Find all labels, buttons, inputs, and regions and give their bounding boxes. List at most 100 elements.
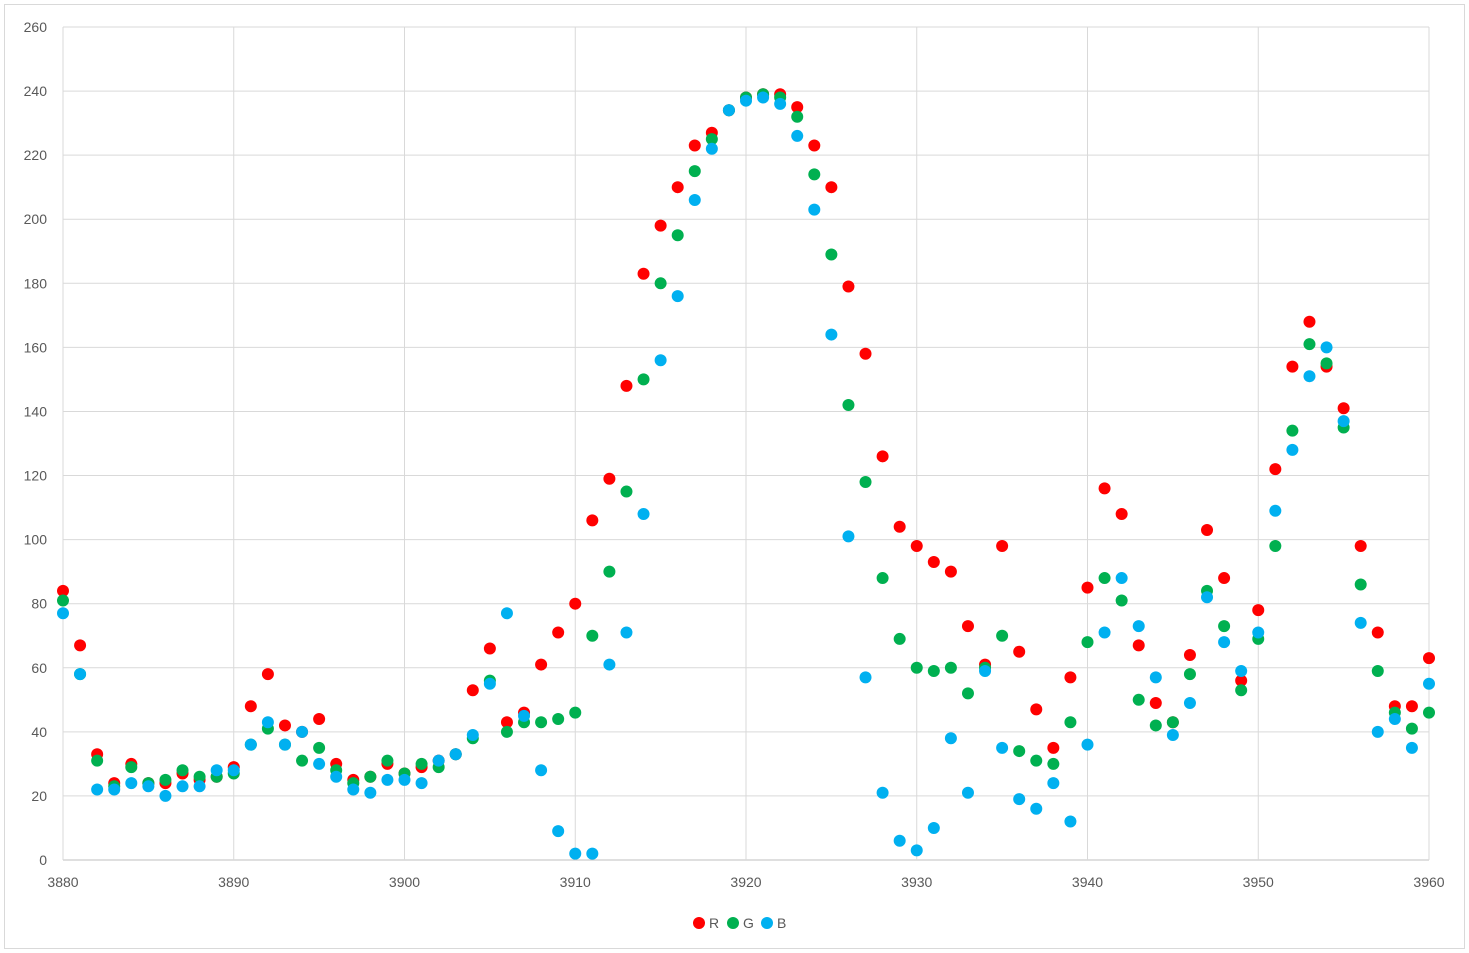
y-tick-label: 0 xyxy=(39,852,47,868)
data-points xyxy=(57,88,1435,860)
data-point-B xyxy=(859,671,872,684)
data-point-R xyxy=(1064,671,1077,684)
data-point-G xyxy=(859,475,872,488)
data-point-B xyxy=(518,709,531,722)
data-point-G xyxy=(1132,693,1145,706)
y-tick-labels: 0 20 40 60 80 100 120 140 160 180 200 220 240 260 xyxy=(24,19,48,868)
data-point-B xyxy=(1423,677,1435,690)
data-point-R xyxy=(552,626,565,639)
data-point-B xyxy=(1320,341,1333,354)
data-point-G xyxy=(381,754,394,767)
data-point-R xyxy=(1149,697,1162,710)
data-point-G xyxy=(1166,716,1179,729)
data-point-B xyxy=(313,757,326,770)
data-point-R xyxy=(927,556,940,569)
data-point-G xyxy=(1013,745,1026,758)
data-point-G xyxy=(57,594,69,607)
data-point-B xyxy=(842,530,855,543)
data-point-B xyxy=(774,97,787,110)
data-point-B xyxy=(483,677,496,690)
data-point-G xyxy=(1423,706,1435,719)
data-point-B xyxy=(603,658,616,671)
data-point-G xyxy=(927,664,940,677)
data-point-G xyxy=(176,764,189,777)
x-tick-label: 3920 xyxy=(730,874,761,890)
data-point-B xyxy=(1354,616,1367,629)
data-point-R xyxy=(483,642,496,655)
y-tick-label: 120 xyxy=(24,468,48,484)
data-point-R xyxy=(278,719,291,732)
data-point-B xyxy=(825,328,838,341)
data-point-B xyxy=(159,789,172,802)
data-point-R xyxy=(1047,741,1060,754)
data-point-G xyxy=(1218,620,1231,633)
data-point-B xyxy=(722,104,735,117)
data-point-B xyxy=(381,773,394,786)
data-point-R xyxy=(74,639,87,652)
y-tick-label: 40 xyxy=(31,724,47,740)
x-tick-label: 3930 xyxy=(901,874,932,890)
data-point-B xyxy=(142,780,155,793)
data-point-B xyxy=(1252,626,1265,639)
data-point-G xyxy=(637,373,650,386)
data-point-R xyxy=(1252,604,1265,617)
data-point-B xyxy=(1337,415,1350,428)
x-tick-label: 3880 xyxy=(47,874,78,890)
data-point-G xyxy=(603,565,616,578)
y-tick-label: 60 xyxy=(31,660,47,676)
y-tick-label: 180 xyxy=(24,275,48,291)
data-point-R xyxy=(688,139,701,152)
data-point-B xyxy=(364,786,377,799)
data-point-B xyxy=(1030,802,1043,815)
data-point-R xyxy=(1337,402,1350,415)
data-point-G xyxy=(842,399,855,412)
data-point-G xyxy=(961,687,974,700)
data-point-B xyxy=(347,783,360,796)
gridlines xyxy=(62,26,1430,861)
data-point-B xyxy=(210,764,223,777)
data-point-B xyxy=(1286,443,1299,456)
data-point-G xyxy=(996,629,1009,642)
data-point-G xyxy=(364,770,377,783)
data-point-B xyxy=(876,786,889,799)
data-point-G xyxy=(893,632,906,645)
y-tick-label: 140 xyxy=(24,403,48,419)
data-point-G xyxy=(1183,668,1196,681)
data-point-G xyxy=(535,716,548,729)
data-point-B xyxy=(757,91,770,104)
data-point-B xyxy=(910,844,923,857)
data-point-R xyxy=(57,584,69,597)
data-point-R xyxy=(1423,652,1435,665)
data-point-R xyxy=(466,684,479,697)
legend-marker-R xyxy=(693,917,705,929)
data-point-B xyxy=(466,729,479,742)
data-point-B xyxy=(1405,741,1418,754)
data-point-B xyxy=(688,194,701,207)
x-tick-label: 3890 xyxy=(218,874,249,890)
data-point-G xyxy=(791,110,804,123)
data-point-G xyxy=(552,713,565,726)
data-point-B xyxy=(586,847,599,860)
data-point-R xyxy=(620,379,633,392)
data-point-B xyxy=(296,725,309,738)
data-point-R xyxy=(825,181,838,194)
data-point-G xyxy=(1149,719,1162,732)
data-point-B xyxy=(278,738,291,751)
y-tick-label: 220 xyxy=(24,147,48,163)
data-point-B xyxy=(1166,729,1179,742)
data-point-R xyxy=(1354,540,1367,553)
data-point-G xyxy=(944,661,957,674)
data-point-R xyxy=(586,514,599,527)
data-point-R xyxy=(500,716,513,729)
data-point-B xyxy=(500,607,513,620)
data-point-R xyxy=(1201,524,1214,537)
data-point-G xyxy=(808,168,821,181)
data-point-B xyxy=(227,764,240,777)
y-tick-label: 80 xyxy=(31,596,47,612)
data-point-B xyxy=(740,94,752,107)
data-point-G xyxy=(586,629,599,642)
data-point-R xyxy=(1371,626,1384,639)
data-point-R xyxy=(1286,360,1299,373)
data-point-B xyxy=(1098,626,1111,639)
data-point-G xyxy=(313,741,326,754)
